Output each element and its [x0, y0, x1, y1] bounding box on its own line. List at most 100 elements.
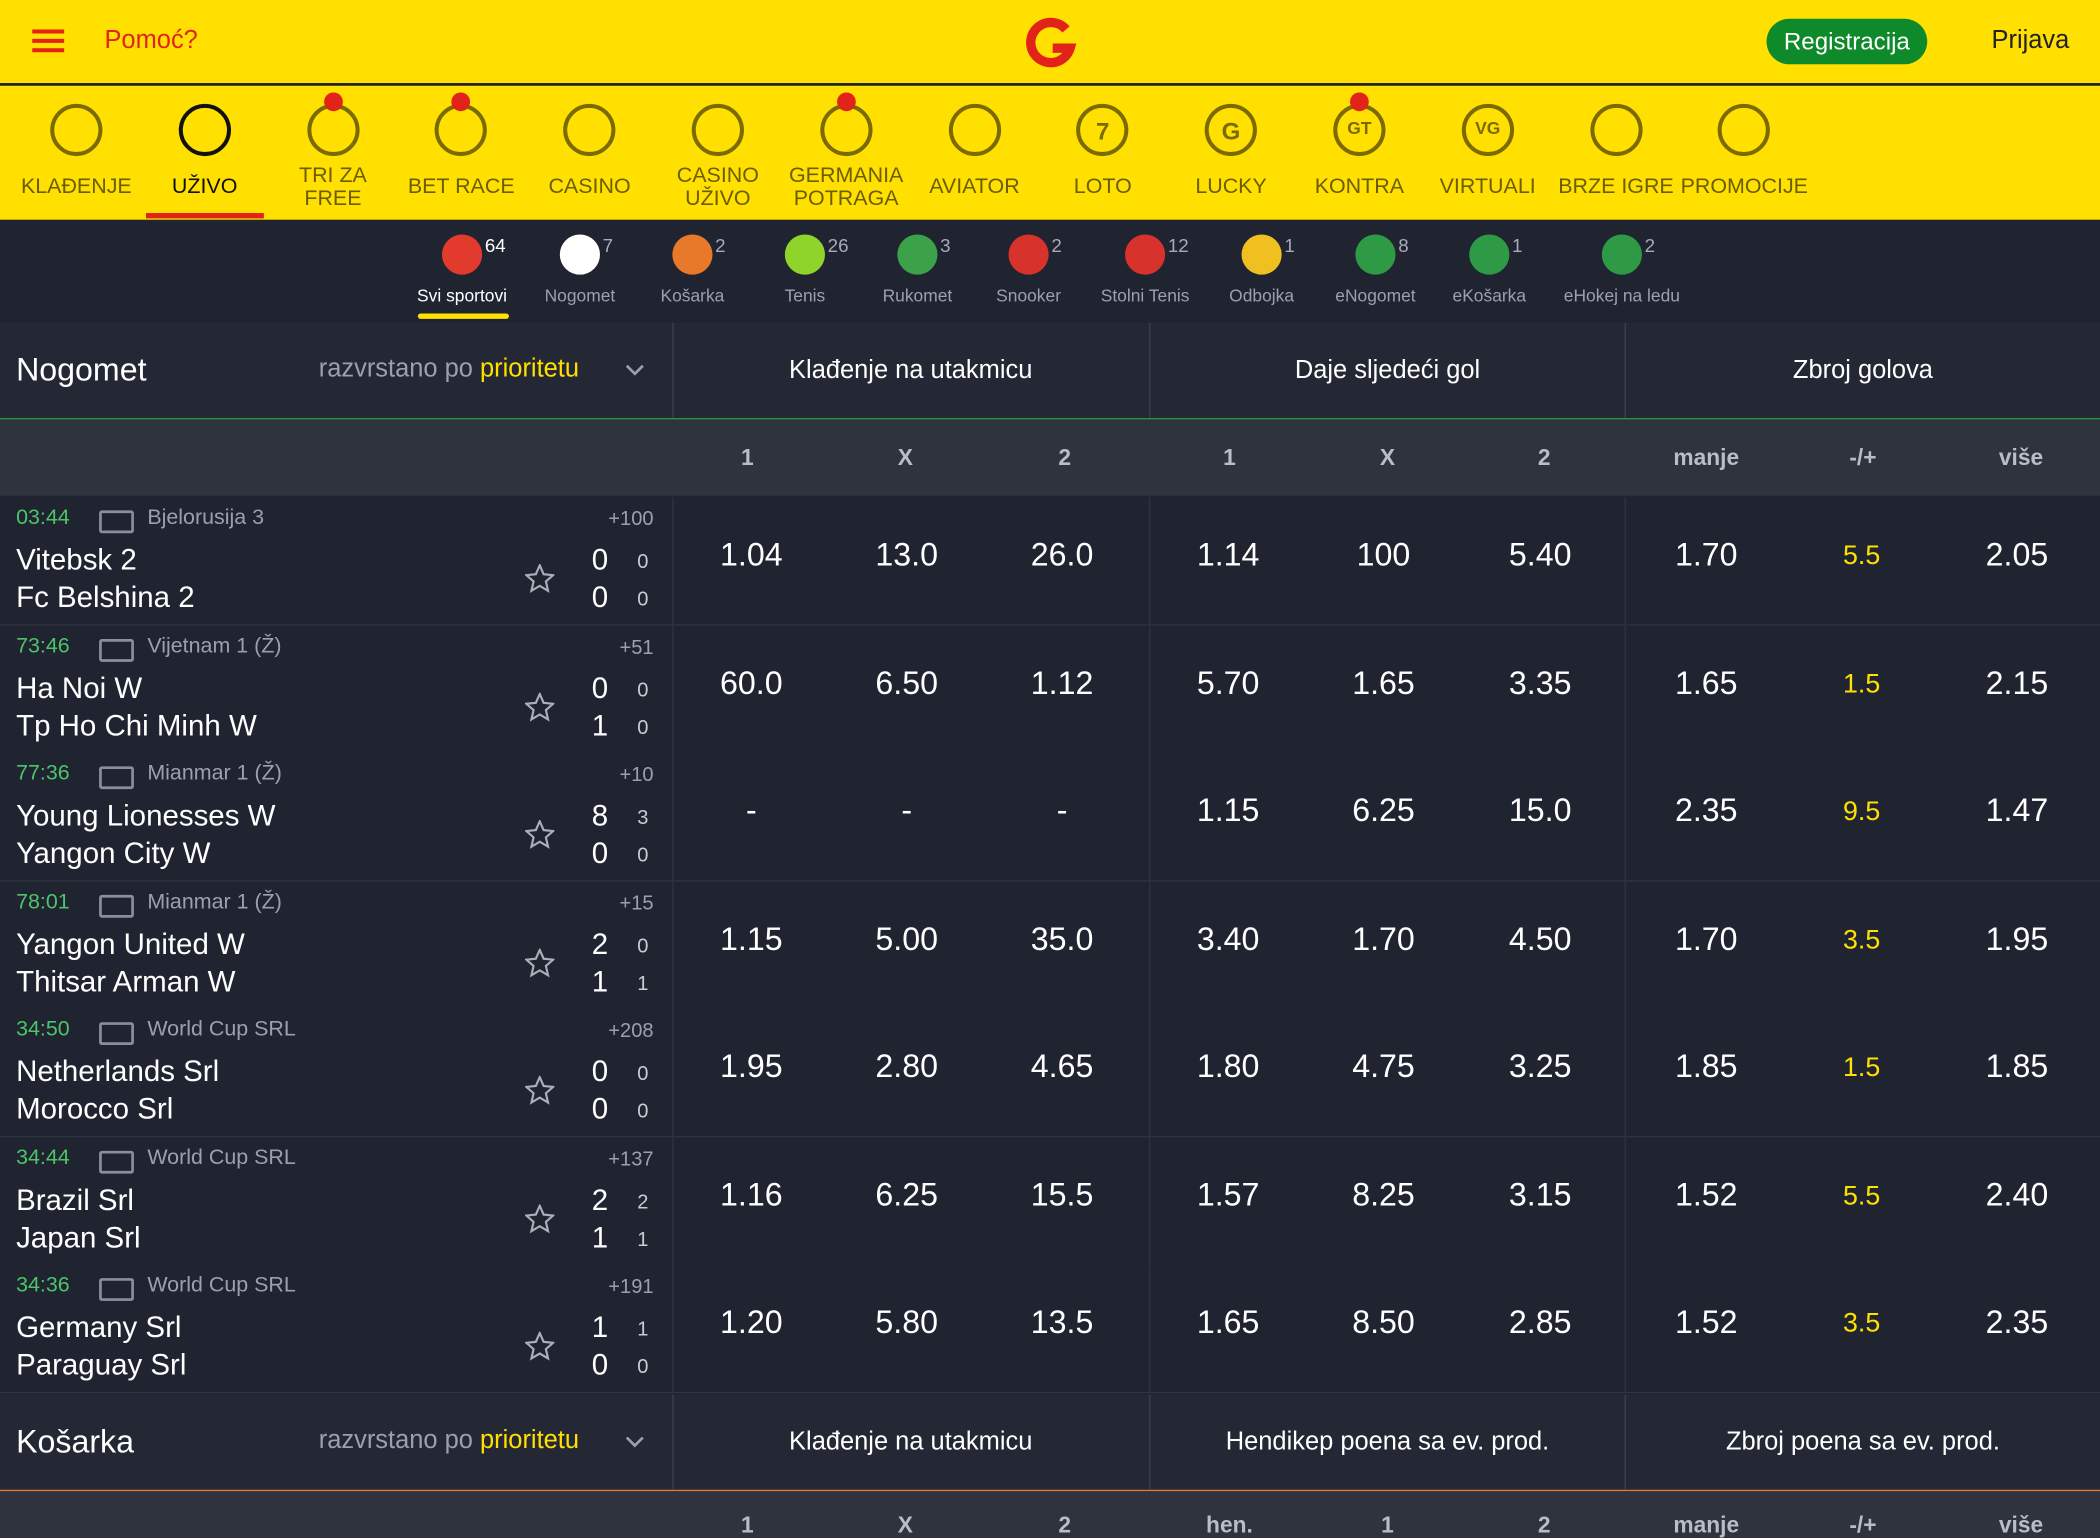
sport-tab[interactable]: 8 eNogomet — [1315, 221, 1436, 321]
sport-tab[interactable]: 7 Nogomet — [520, 221, 641, 321]
match-row[interactable]: 34:50 World Cup SRL +208 Netherlands Srl Mor… — [0, 1008, 2100, 1138]
odd-button[interactable]: 1.80 — [1196, 1049, 1260, 1086]
login-button[interactable]: Prijava — [1991, 26, 2070, 55]
match-row[interactable]: 77:36 Mianmar 1 (Ž) +10 Young Lionesses W Ya… — [0, 752, 2100, 882]
sport-tab[interactable]: 2 eHokej na ledu — [1562, 221, 1683, 321]
more-markets[interactable]: +15 — [619, 891, 654, 915]
nav-item[interactable]: G LUCKY — [1167, 86, 1296, 220]
odd-button[interactable]: 2.85 — [1508, 1304, 1572, 1342]
odd-button[interactable]: 5.70 — [1196, 665, 1260, 702]
more-markets[interactable]: +137 — [608, 1147, 654, 1171]
sort-control[interactable]: razvrstano po prioritetu — [319, 355, 579, 384]
odd-button[interactable]: 5.80 — [875, 1304, 938, 1342]
odd-button[interactable]: 1.70 — [1352, 921, 1415, 958]
nav-item[interactable]: CASINO — [525, 86, 654, 220]
odd-button[interactable]: 1.95 — [720, 1049, 783, 1086]
odd-button[interactable]: - — [1056, 793, 1068, 830]
match-row[interactable]: 03:44 Bjelorusija 3 +100 Vitebsk 2 Fc Belshi… — [0, 497, 2100, 626]
nav-item[interactable]: BRZE IGRE — [1552, 86, 1681, 220]
more-markets[interactable]: +10 — [619, 763, 654, 787]
sport-tab[interactable]: 2 Košarka — [632, 221, 753, 321]
match-row[interactable]: 73:46 Vijetnam 1 (Ž) +51 Ha Noi W Tp Ho Chi … — [0, 624, 2100, 754]
more-markets[interactable]: +51 — [619, 635, 654, 659]
sport-tab[interactable]: 1 Odbojka — [1201, 221, 1322, 321]
odd-button[interactable]: 1.95 — [1985, 921, 2049, 958]
more-markets[interactable]: +100 — [608, 507, 654, 531]
sport-tab[interactable]: 3 Rukomet — [857, 221, 978, 321]
sort-control[interactable]: razvrstano po prioritetu — [319, 1426, 579, 1455]
odd-button[interactable]: 8.25 — [1352, 1176, 1415, 1214]
odd-button[interactable]: 6.25 — [875, 1176, 938, 1214]
odd-button[interactable]: 13.5 — [1030, 1304, 1094, 1342]
odd-button[interactable]: 1.65 — [1352, 665, 1415, 702]
odd-button[interactable]: 1.47 — [1985, 793, 2049, 830]
sport-tab[interactable]: 12 Stolni Tenis — [1085, 221, 1206, 321]
odd-button[interactable]: 1.70 — [1674, 921, 1738, 958]
favorite-star[interactable] — [525, 691, 555, 721]
sport-tab[interactable]: 1 eKošarka — [1429, 221, 1550, 321]
match-row[interactable]: 34:36 World Cup SRL +191 Germany Srl Paragua… — [0, 1264, 2100, 1394]
odd-button[interactable]: 60.0 — [720, 665, 783, 702]
odd-button[interactable]: 3.35 — [1508, 665, 1572, 702]
match-row[interactable]: 34:44 World Cup SRL +137 Brazil Srl Japan Sr… — [0, 1136, 2100, 1266]
odd-button[interactable]: 13.0 — [875, 537, 938, 574]
nav-item[interactable]: 7 LOTO — [1038, 86, 1167, 220]
odd-button[interactable]: 15.0 — [1508, 793, 1572, 830]
odd-button[interactable]: 3.40 — [1196, 921, 1260, 958]
favorite-star[interactable] — [525, 947, 555, 977]
favorite-star[interactable] — [525, 1075, 555, 1105]
odd-button[interactable]: 1.15 — [1196, 793, 1260, 830]
odd-button[interactable]: 8.50 — [1352, 1304, 1415, 1342]
odd-button[interactable]: 1.65 — [1674, 665, 1738, 702]
nav-item[interactable]: AVIATOR — [910, 86, 1039, 220]
sport-tab[interactable]: 2 Snooker — [968, 221, 1089, 321]
odd-button[interactable]: - — [901, 793, 913, 830]
favorite-star[interactable] — [525, 1203, 555, 1233]
favorite-star[interactable] — [525, 819, 555, 849]
odd-button[interactable]: 1.14 — [1196, 537, 1260, 574]
odd-button[interactable]: 2.35 — [1985, 1304, 2049, 1342]
odd-button[interactable]: 1.15 — [720, 921, 783, 958]
sport-tab[interactable]: 26 Tenis — [745, 221, 866, 321]
odd-button[interactable]: 5.40 — [1508, 537, 1572, 574]
odd-button[interactable]: 1.85 — [1674, 1049, 1738, 1086]
more-markets[interactable]: +191 — [608, 1275, 654, 1299]
odd-button[interactable]: 1.52 — [1674, 1304, 1738, 1342]
nav-item[interactable]: GERMANIA POTRAGA — [782, 86, 911, 220]
odd-button[interactable]: 5.00 — [875, 921, 938, 958]
favorite-star[interactable] — [525, 564, 555, 594]
odd-button[interactable]: 6.25 — [1352, 793, 1415, 830]
odd-button[interactable]: 4.75 — [1352, 1049, 1415, 1086]
odd-button[interactable]: 2.40 — [1985, 1176, 2049, 1214]
odd-button[interactable]: 2.05 — [1985, 537, 2049, 574]
odd-button[interactable]: 1.52 — [1674, 1176, 1738, 1214]
favorite-star[interactable] — [525, 1331, 555, 1361]
nav-item[interactable]: VG VIRTUALI — [1423, 86, 1552, 220]
nav-item[interactable]: TRI ZA FREE — [269, 86, 398, 220]
menu-button[interactable] — [32, 29, 65, 53]
nav-item[interactable]: GT KONTRA — [1295, 86, 1424, 220]
nav-item[interactable]: BET RACE — [397, 86, 526, 220]
odd-button[interactable]: 3.25 — [1508, 1049, 1572, 1086]
odd-button[interactable]: 6.50 — [875, 665, 938, 702]
odd-button[interactable]: 4.65 — [1030, 1049, 1094, 1086]
odd-button[interactable]: 35.0 — [1030, 921, 1094, 958]
nav-item[interactable]: PROMOCIJE — [1680, 86, 1809, 220]
more-markets[interactable]: +208 — [608, 1019, 654, 1043]
odd-button[interactable]: 1.65 — [1196, 1304, 1260, 1342]
odd-button[interactable]: 26.0 — [1030, 537, 1094, 574]
nav-item[interactable]: CASINO UŽIVO — [654, 86, 783, 220]
odd-button[interactable]: 2.15 — [1985, 665, 2049, 702]
register-button[interactable]: Registracija — [1766, 18, 1928, 65]
odd-button[interactable]: 1.70 — [1674, 537, 1738, 574]
odd-button[interactable]: 1.16 — [720, 1176, 783, 1214]
help-link[interactable]: Pomoć? — [104, 26, 198, 55]
odd-button[interactable]: 1.04 — [720, 537, 783, 574]
logo[interactable] — [1023, 16, 1077, 70]
nav-item[interactable]: KLAĐENJE — [12, 86, 141, 220]
nav-item[interactable]: UŽIVO — [140, 86, 269, 220]
odd-button[interactable]: 1.20 — [720, 1304, 783, 1342]
odd-button[interactable]: 100 — [1356, 537, 1411, 574]
sport-tab[interactable]: 64 Svi sportovi — [402, 221, 523, 321]
odd-button[interactable]: 2.35 — [1674, 793, 1738, 830]
